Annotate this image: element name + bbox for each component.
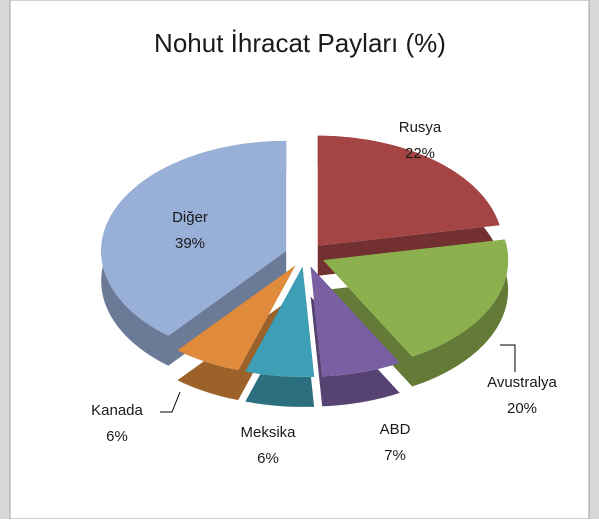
- pie-slice: [177, 265, 296, 371]
- slice-value-label: 6%: [106, 428, 128, 445]
- slice-label: Meksika: [240, 424, 296, 441]
- slice-label: ABD: [380, 421, 411, 438]
- slice-label: Kanada: [91, 402, 143, 419]
- pie-slice: [317, 135, 500, 246]
- pie-slice: [101, 140, 287, 336]
- leader-line: [500, 344, 516, 372]
- pie-slice: [323, 239, 509, 357]
- slice-value-label: 20%: [507, 400, 537, 417]
- slice-value-label: 22%: [405, 145, 435, 162]
- slice-value-label: 39%: [175, 235, 205, 252]
- slice-side: [317, 135, 500, 276]
- chart-title: Nohut İhracat Payları (%): [154, 28, 446, 58]
- slice-label: Diğer: [172, 209, 208, 226]
- slice-value-label: 7%: [384, 447, 406, 464]
- slice-label: Avustralya: [487, 374, 557, 391]
- pie: [101, 135, 509, 407]
- pie-slice: [310, 266, 400, 377]
- slice-value-label: 6%: [257, 450, 279, 467]
- slice-label: Rusya: [399, 119, 442, 136]
- leader-line: [160, 391, 181, 413]
- pie-slice: [245, 266, 315, 377]
